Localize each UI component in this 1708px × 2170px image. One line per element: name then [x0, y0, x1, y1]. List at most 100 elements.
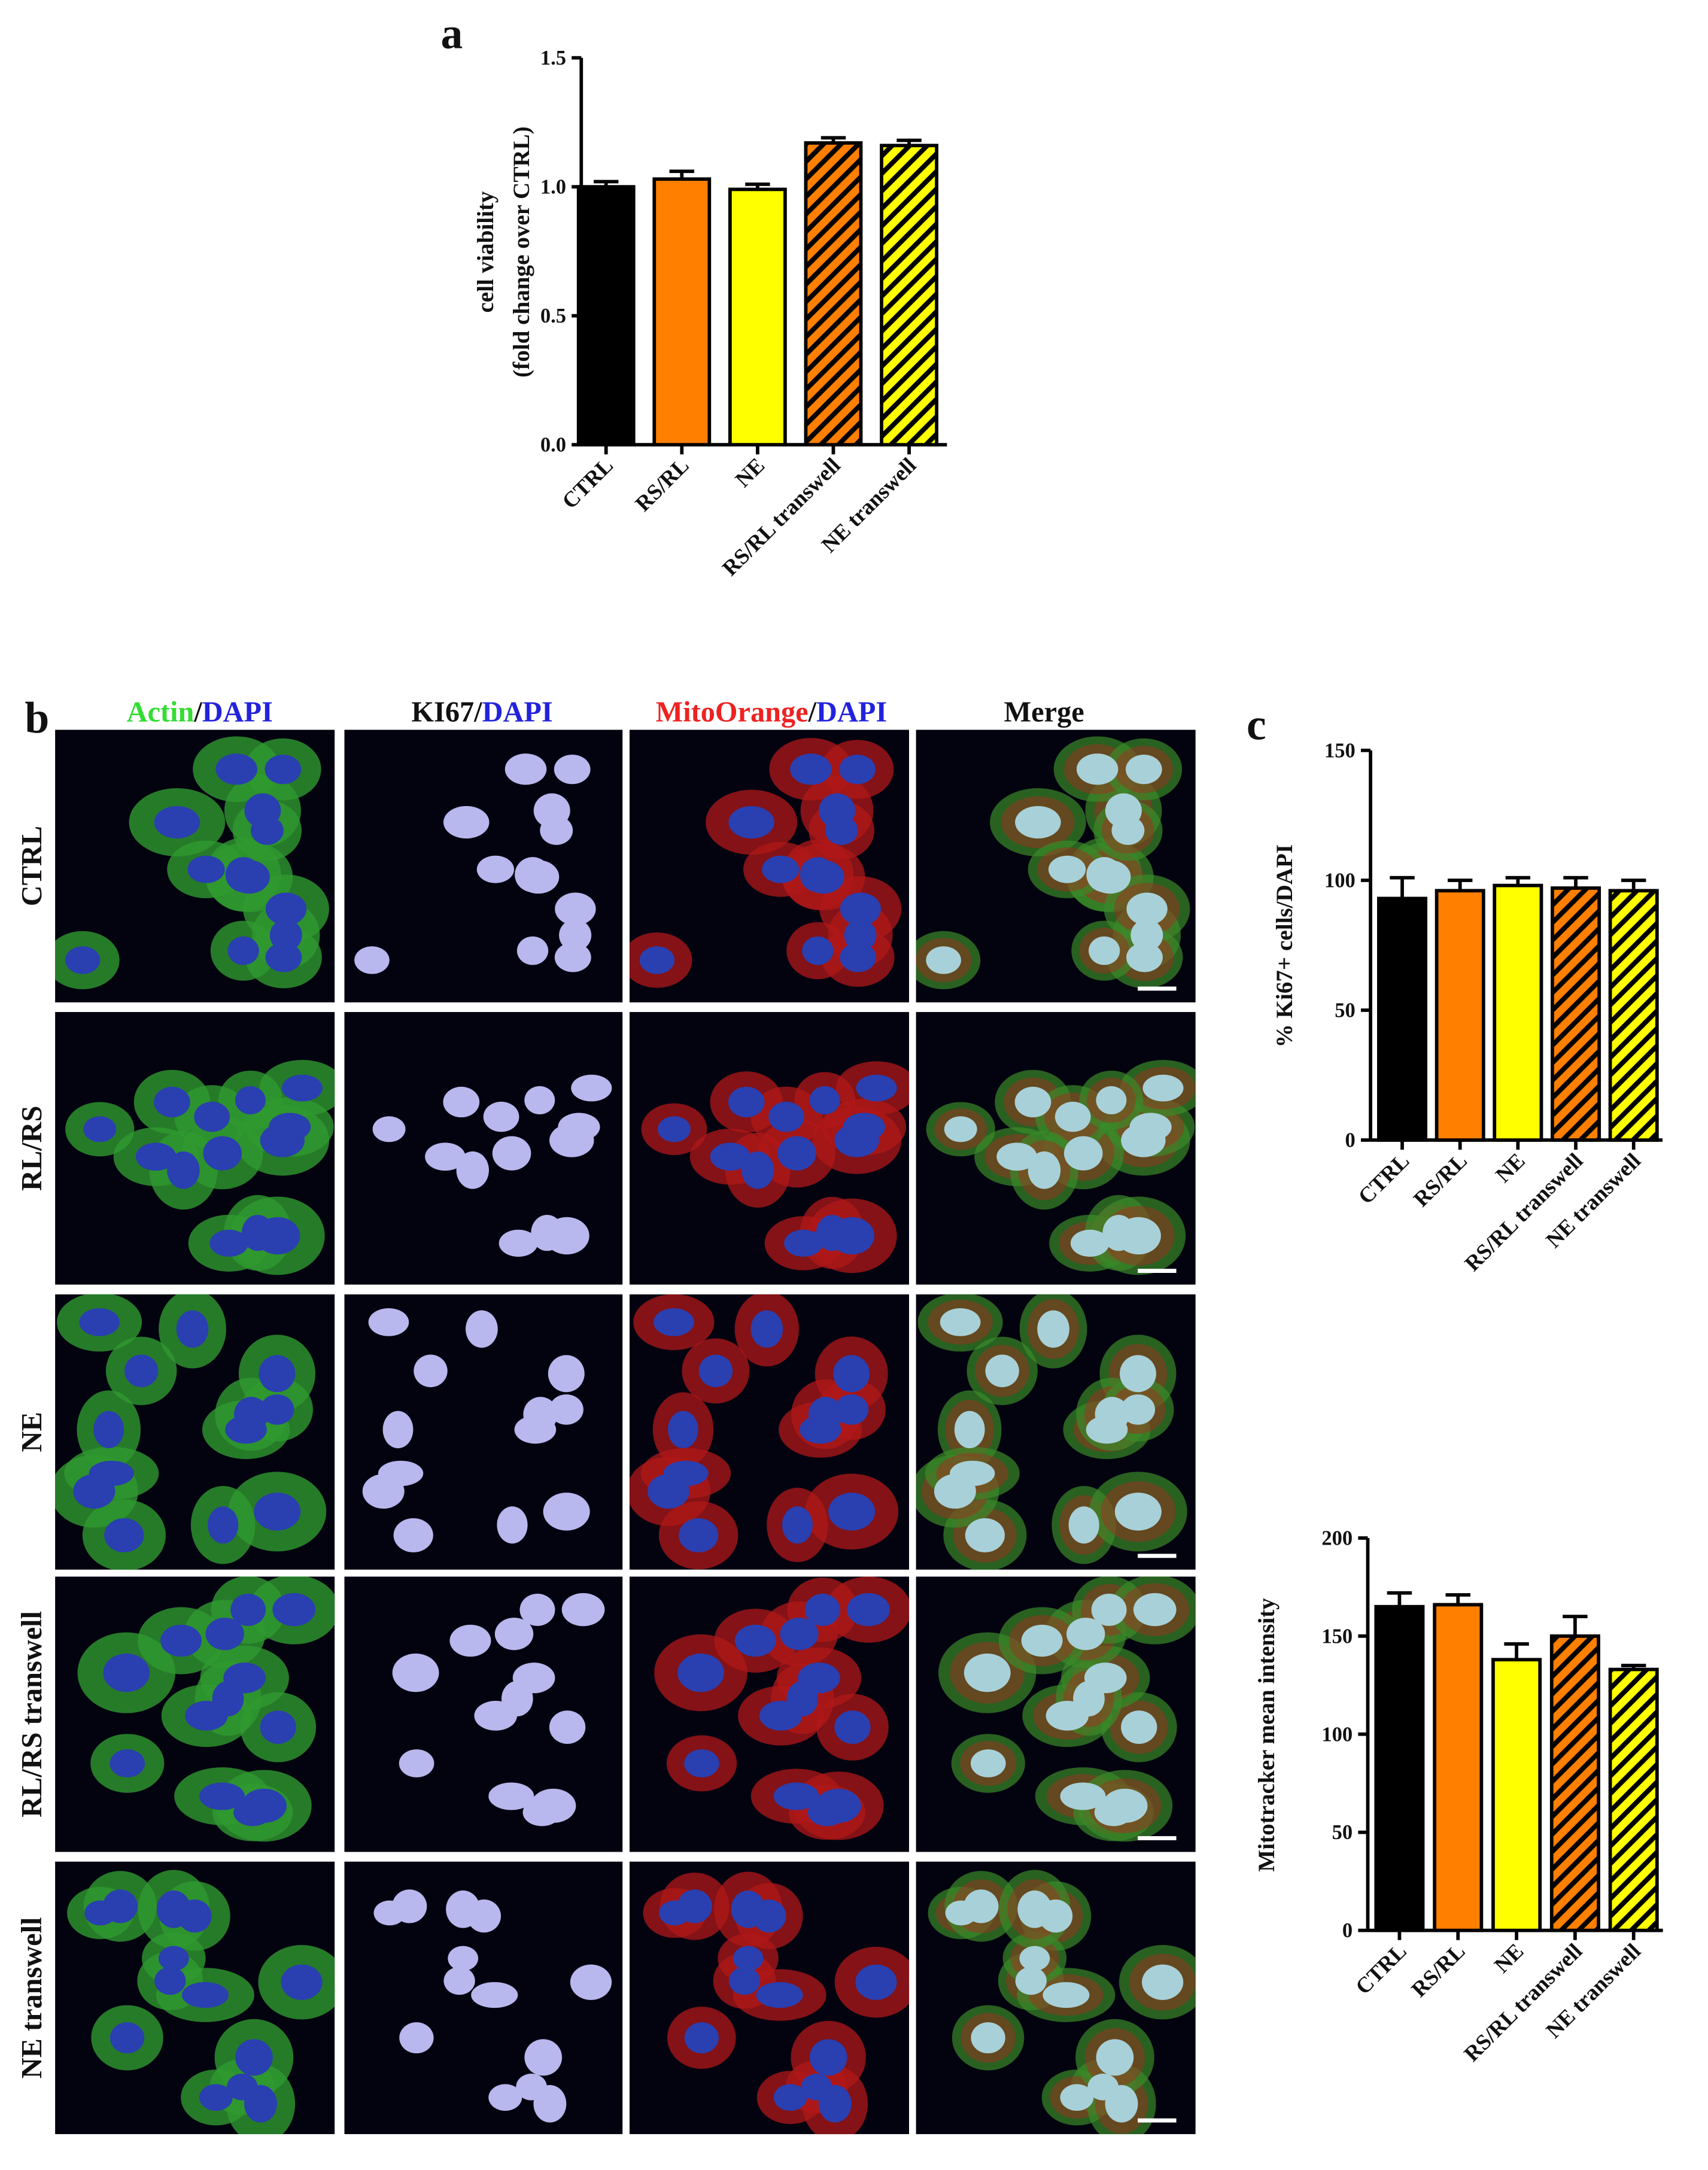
nucleus: [839, 754, 876, 785]
nucleus: [773, 2084, 807, 2111]
y-tick-label: 100: [1324, 869, 1356, 892]
nucleus: [205, 1618, 244, 1651]
nucleus: [483, 1101, 519, 1132]
y-tick-label: 0: [1342, 1919, 1353, 1942]
nucleus: [856, 1074, 897, 1102]
row-label: RL/RS transwell: [16, 1611, 48, 1818]
nucleus: [448, 1946, 479, 1971]
nucleus: [780, 1618, 819, 1651]
nucleus: [855, 1964, 897, 2000]
micrograph: [344, 730, 623, 1002]
x-tick-label: NE: [730, 453, 769, 492]
nucleus: [950, 1460, 995, 1487]
bar: [1433, 1603, 1484, 1932]
column-header-part: /: [473, 697, 482, 728]
nucleus: [272, 1593, 316, 1627]
nucleus: [103, 1653, 150, 1692]
nucleus: [65, 946, 101, 974]
nucleus: [492, 1136, 531, 1171]
nucleus: [1043, 1982, 1090, 2008]
micrograph: [629, 1576, 910, 1852]
nucleus: [230, 1594, 266, 1626]
nucleus: [83, 1116, 117, 1142]
nucleus: [554, 754, 591, 785]
nucleus: [1102, 1788, 1148, 1823]
nucleus: [816, 1788, 861, 1823]
nucleus: [533, 2084, 567, 2123]
nucleus: [844, 919, 877, 952]
column-header: Actin/DAPI: [127, 697, 273, 728]
nucleus: [818, 2084, 852, 2123]
nucleus: [212, 1680, 244, 1716]
micrograph: [344, 1294, 623, 1570]
nucleus: [93, 1411, 124, 1449]
nucleus: [756, 1982, 803, 2008]
y-tick-label: 0: [1345, 1129, 1356, 1152]
y-tick-label: 200: [1321, 1527, 1353, 1549]
panel-label: c: [1247, 700, 1266, 749]
nucleus: [392, 1653, 439, 1692]
nucleus: [505, 753, 547, 785]
nucleus: [834, 1710, 871, 1744]
nucleus: [1021, 1624, 1063, 1657]
nucleus: [1060, 1782, 1106, 1810]
bar: [1608, 889, 1659, 1142]
nucleus: [731, 1890, 765, 1928]
nucleus: [187, 855, 225, 883]
nucleus: [378, 1460, 424, 1487]
micrograph: [916, 1861, 1196, 2135]
nucleus: [728, 806, 774, 839]
nucleus: [110, 2022, 145, 2054]
nucleus: [89, 1460, 134, 1487]
micrograph: [344, 1012, 623, 1285]
nucleus: [834, 1394, 869, 1425]
bar: [1491, 1658, 1542, 1932]
bar: [880, 144, 938, 447]
nucleus: [449, 1624, 491, 1657]
nucleus: [1116, 1217, 1161, 1255]
nucleus: [1089, 860, 1131, 894]
micrograph: [344, 1861, 623, 2135]
nucleus: [940, 1308, 981, 1336]
nucleus: [1119, 1355, 1156, 1393]
column-header: KI67/DAPI: [411, 697, 552, 728]
nucleus: [554, 943, 591, 972]
micrograph: [916, 1576, 1196, 1852]
nucleus: [549, 1710, 586, 1744]
nucleus: [843, 1113, 885, 1141]
nucleus: [110, 1749, 145, 1777]
nucleus: [281, 1964, 323, 2000]
nucleus: [281, 1074, 323, 1102]
nucleus: [773, 1782, 819, 1810]
nucleus: [102, 1889, 138, 1923]
nucleus: [176, 1310, 209, 1348]
nucleus: [399, 2022, 434, 2054]
nucleus: [154, 1967, 186, 1995]
nucleus: [555, 892, 596, 926]
nucleus: [679, 1518, 719, 1552]
nucleus: [1125, 754, 1162, 785]
nucleus: [443, 1967, 475, 1995]
column-header-part: /: [193, 697, 202, 728]
nucleus: [524, 2039, 563, 2076]
bar: [1549, 1634, 1600, 1932]
bar: [1608, 1667, 1659, 1932]
nucleus: [414, 1354, 448, 1387]
nucleus: [549, 1394, 583, 1425]
nucleus: [399, 1749, 434, 1777]
nucleus: [160, 1624, 202, 1657]
panel-label: a: [441, 9, 463, 58]
nucleus: [658, 1116, 691, 1142]
nucleus: [639, 946, 675, 974]
nucleus: [840, 892, 882, 926]
nucleus: [209, 1229, 249, 1257]
nucleus: [104, 1518, 144, 1552]
column-header: MitoOrange/DAPI: [656, 697, 888, 728]
nucleus: [1019, 1946, 1050, 1971]
nucleus: [1054, 1101, 1091, 1132]
nucleus: [392, 1889, 427, 1923]
nucleus: [733, 1946, 764, 1971]
nucleus: [158, 1946, 189, 1971]
micrograph: [55, 1294, 335, 1570]
